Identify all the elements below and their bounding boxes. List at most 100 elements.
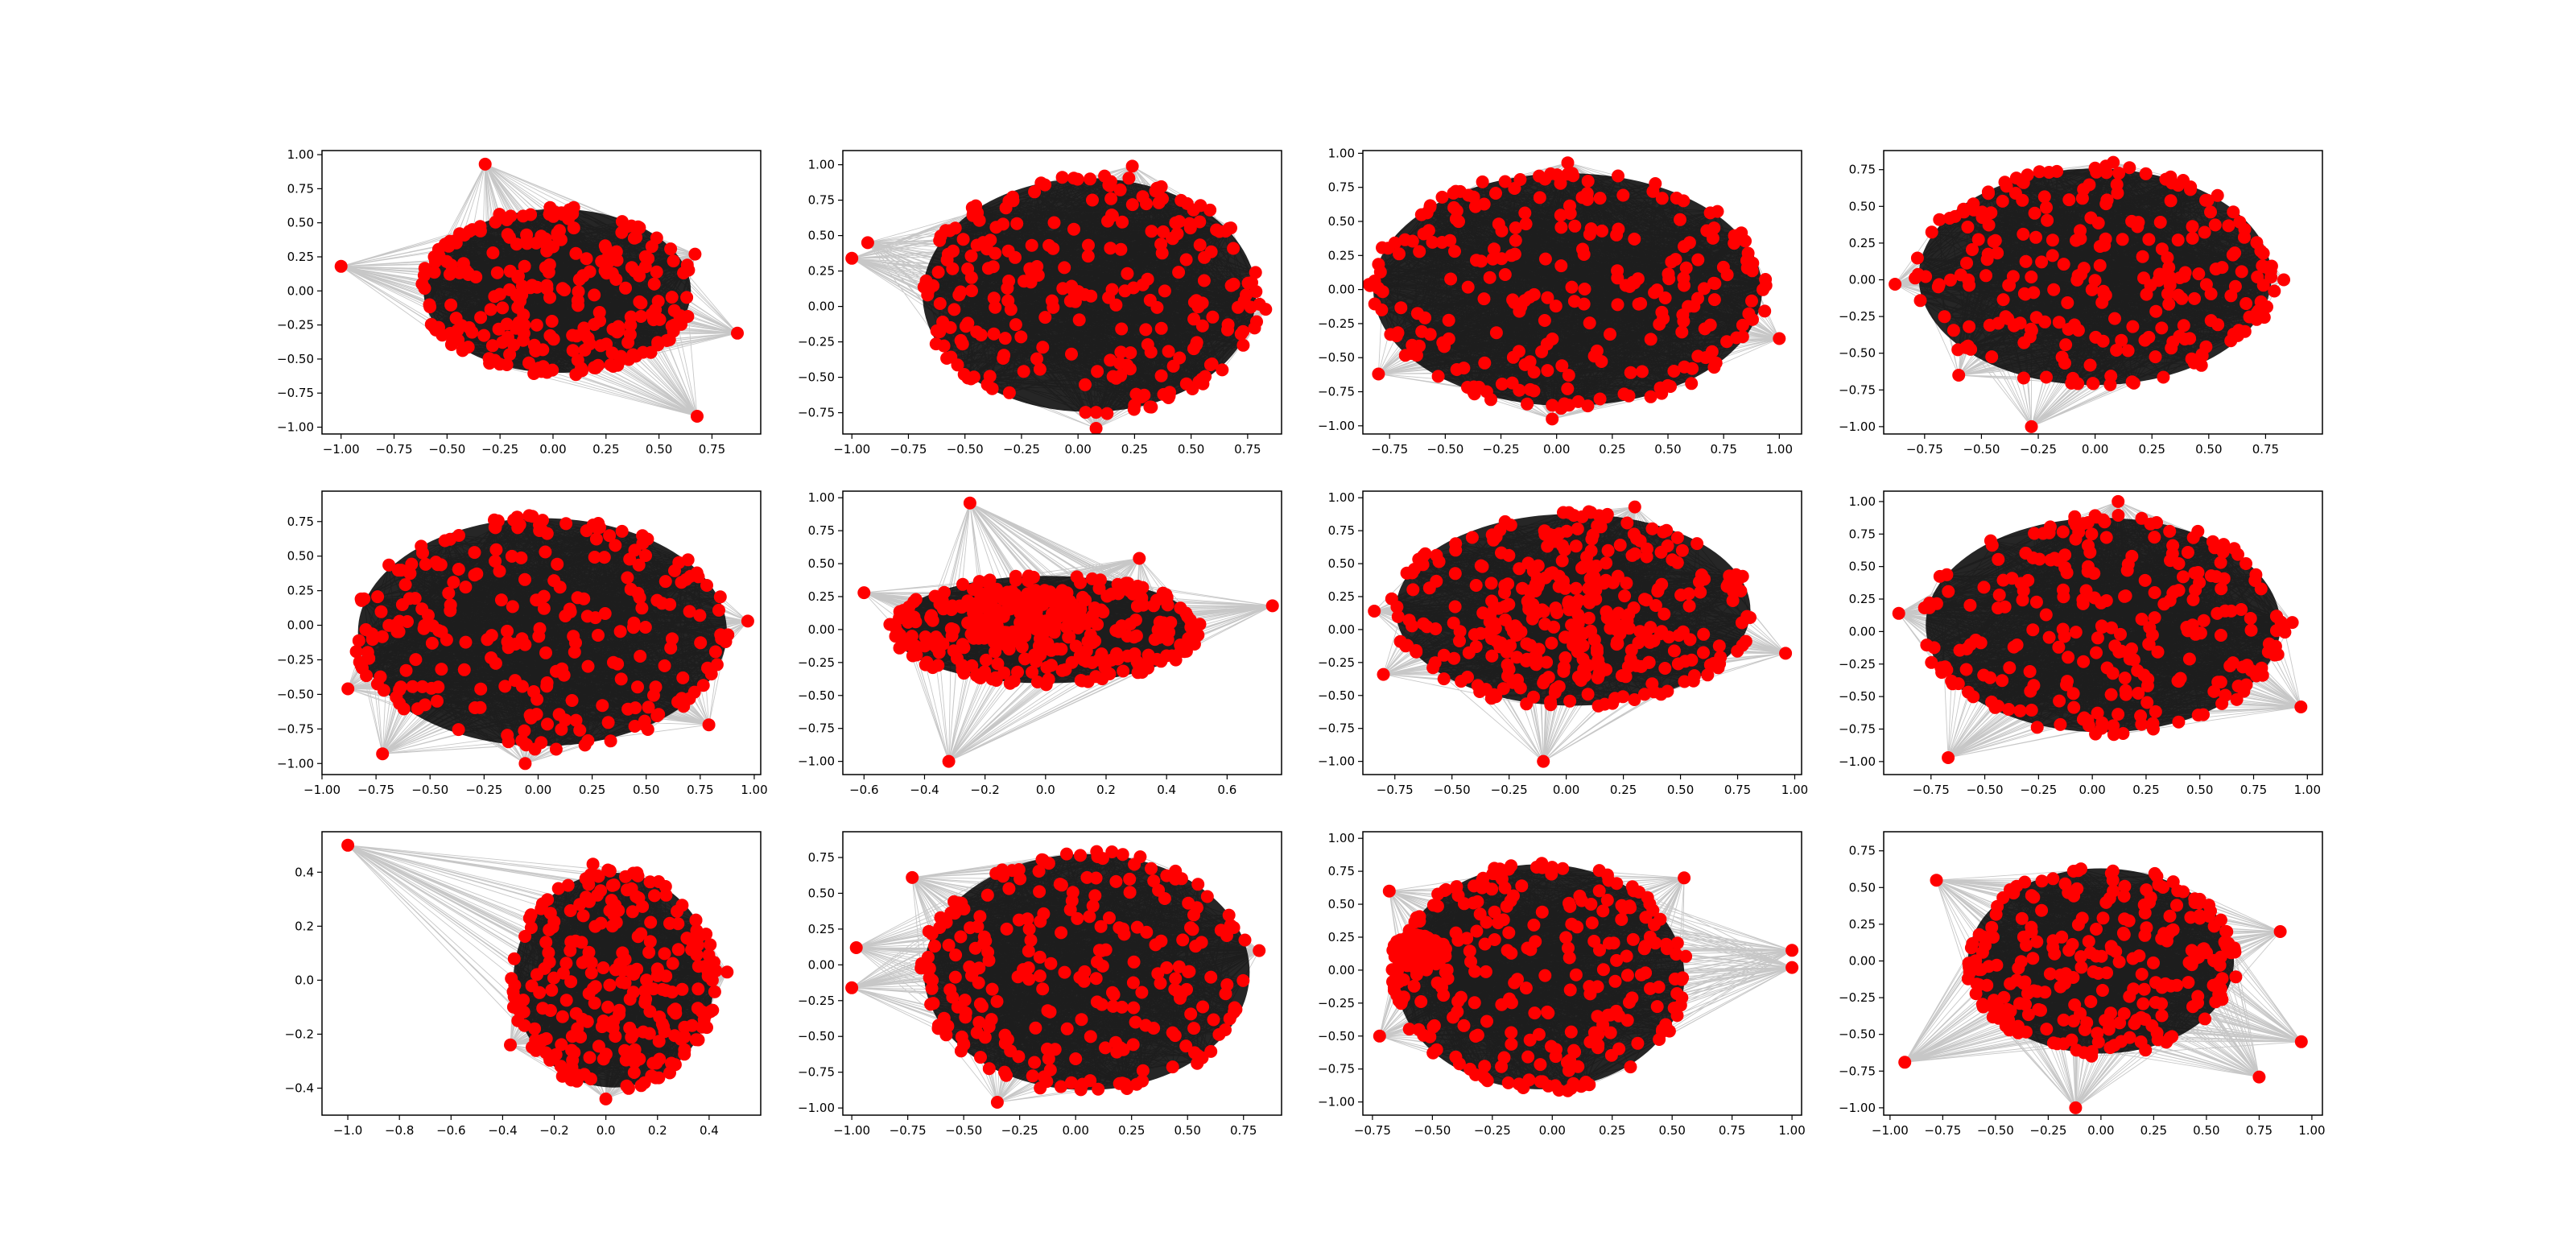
graph-node xyxy=(2227,542,2241,556)
graph-node xyxy=(1145,862,1158,875)
graph-node xyxy=(631,586,645,600)
graph-node xyxy=(1729,568,1743,581)
graph-node xyxy=(1460,932,1474,945)
graph-node xyxy=(559,994,573,1007)
graph-node xyxy=(1391,610,1405,623)
graph-node xyxy=(547,971,560,985)
graph-node xyxy=(1998,176,2012,189)
graph-node xyxy=(623,993,637,1006)
graph-node xyxy=(1544,698,1558,712)
graph-node xyxy=(613,625,627,638)
graph-node xyxy=(541,893,555,907)
graph-node xyxy=(524,208,538,221)
graph-node xyxy=(2170,899,2183,912)
graph-node xyxy=(973,910,987,924)
graph-node xyxy=(658,659,671,672)
graph-node xyxy=(641,723,654,736)
graph-node xyxy=(1431,370,1445,383)
graph-node xyxy=(489,543,503,556)
graph-node xyxy=(708,985,721,998)
graph-node xyxy=(1981,185,1995,199)
graph-node xyxy=(1569,968,1583,981)
graph-node xyxy=(615,975,629,989)
graph-node xyxy=(2009,171,2023,185)
graph-node xyxy=(1457,1019,1471,1032)
x-tick-label: 0.25 xyxy=(1121,442,1148,457)
y-tick-label: 0.2 xyxy=(295,919,314,933)
graph-node xyxy=(997,870,1009,883)
y-tick-label: 0.75 xyxy=(1328,523,1355,538)
graph-node xyxy=(1505,1026,1518,1039)
graph-node xyxy=(2255,661,2268,675)
graph-node xyxy=(1420,206,1434,220)
graph-node xyxy=(642,945,656,959)
subplot-10: −1.00 −0.75 −0.50 −0.25 0.00 0.25 0.50 0.75−1.0… xyxy=(798,831,1282,1138)
graph-node xyxy=(1017,963,1030,977)
graph-node xyxy=(664,242,678,256)
graph-node xyxy=(1488,905,1501,919)
y-tick-label: −0.50 xyxy=(798,1029,835,1043)
graph-node xyxy=(2193,909,2207,923)
y-tick-label: 1.00 xyxy=(808,490,835,505)
graph-node xyxy=(1184,1007,1198,1021)
graph-node xyxy=(1476,175,1489,188)
graph-node xyxy=(2046,233,2059,247)
graph-node xyxy=(1079,593,1092,607)
graph-node xyxy=(597,551,611,564)
graph-node xyxy=(1077,974,1091,988)
graph-node xyxy=(1124,346,1137,360)
graph-node xyxy=(2108,312,2121,325)
x-tick-label: 0.50 xyxy=(1658,1123,1685,1138)
graph-node xyxy=(1443,233,1457,247)
graph-node xyxy=(1447,186,1460,200)
graph-node xyxy=(359,623,373,636)
graph-node xyxy=(636,345,650,359)
graph-node xyxy=(1627,601,1641,614)
x-tick-label: 0.25 xyxy=(592,442,619,457)
graph-node xyxy=(1957,202,1971,216)
graph-node xyxy=(631,680,644,694)
graph-node xyxy=(2050,164,2064,178)
graph-node xyxy=(1002,194,1016,208)
graph-node xyxy=(1657,607,1671,621)
graph-node xyxy=(2194,626,2207,640)
graph-node xyxy=(1991,246,2004,260)
graph-node xyxy=(561,878,575,892)
graph-node xyxy=(615,352,628,366)
graph-node xyxy=(1587,935,1601,948)
graph-node xyxy=(997,352,1010,365)
y-tick-label: −1.00 xyxy=(1839,1101,1876,1115)
graph-node xyxy=(341,838,355,852)
graph-node xyxy=(2211,606,2224,620)
graph-node xyxy=(2249,568,2263,581)
graph-node xyxy=(1560,524,1574,538)
graph-node xyxy=(1055,663,1069,677)
graph-node xyxy=(1139,1019,1153,1032)
graph-node xyxy=(1402,1023,1416,1036)
graph-node xyxy=(1248,321,1261,335)
graph-node xyxy=(1976,1000,1990,1014)
graph-node xyxy=(553,581,567,594)
graph-node xyxy=(601,1000,615,1014)
graph-node xyxy=(2142,330,2156,344)
y-tick-label: −0.50 xyxy=(1839,689,1876,704)
y-tick-label: 0.75 xyxy=(1328,180,1355,195)
graph-node xyxy=(1563,207,1577,221)
graph-node xyxy=(610,325,624,339)
graph-node xyxy=(1670,936,1684,950)
graph-node xyxy=(1977,668,1991,682)
graph-node xyxy=(1979,939,1992,953)
graph-node xyxy=(1670,987,1684,1000)
graph-node xyxy=(564,975,578,989)
graph-node xyxy=(1567,1043,1581,1057)
graph-node xyxy=(657,1020,671,1033)
graph-node xyxy=(1607,936,1620,950)
graph-node xyxy=(2171,884,2185,898)
graph-node xyxy=(588,288,601,302)
graph-node xyxy=(1944,273,1957,287)
y-tick-label: −0.4 xyxy=(285,1081,314,1095)
graph-node xyxy=(1414,995,1428,1008)
graph-node xyxy=(399,663,413,677)
graph-node xyxy=(1009,250,1022,264)
graph-node xyxy=(1707,361,1721,374)
